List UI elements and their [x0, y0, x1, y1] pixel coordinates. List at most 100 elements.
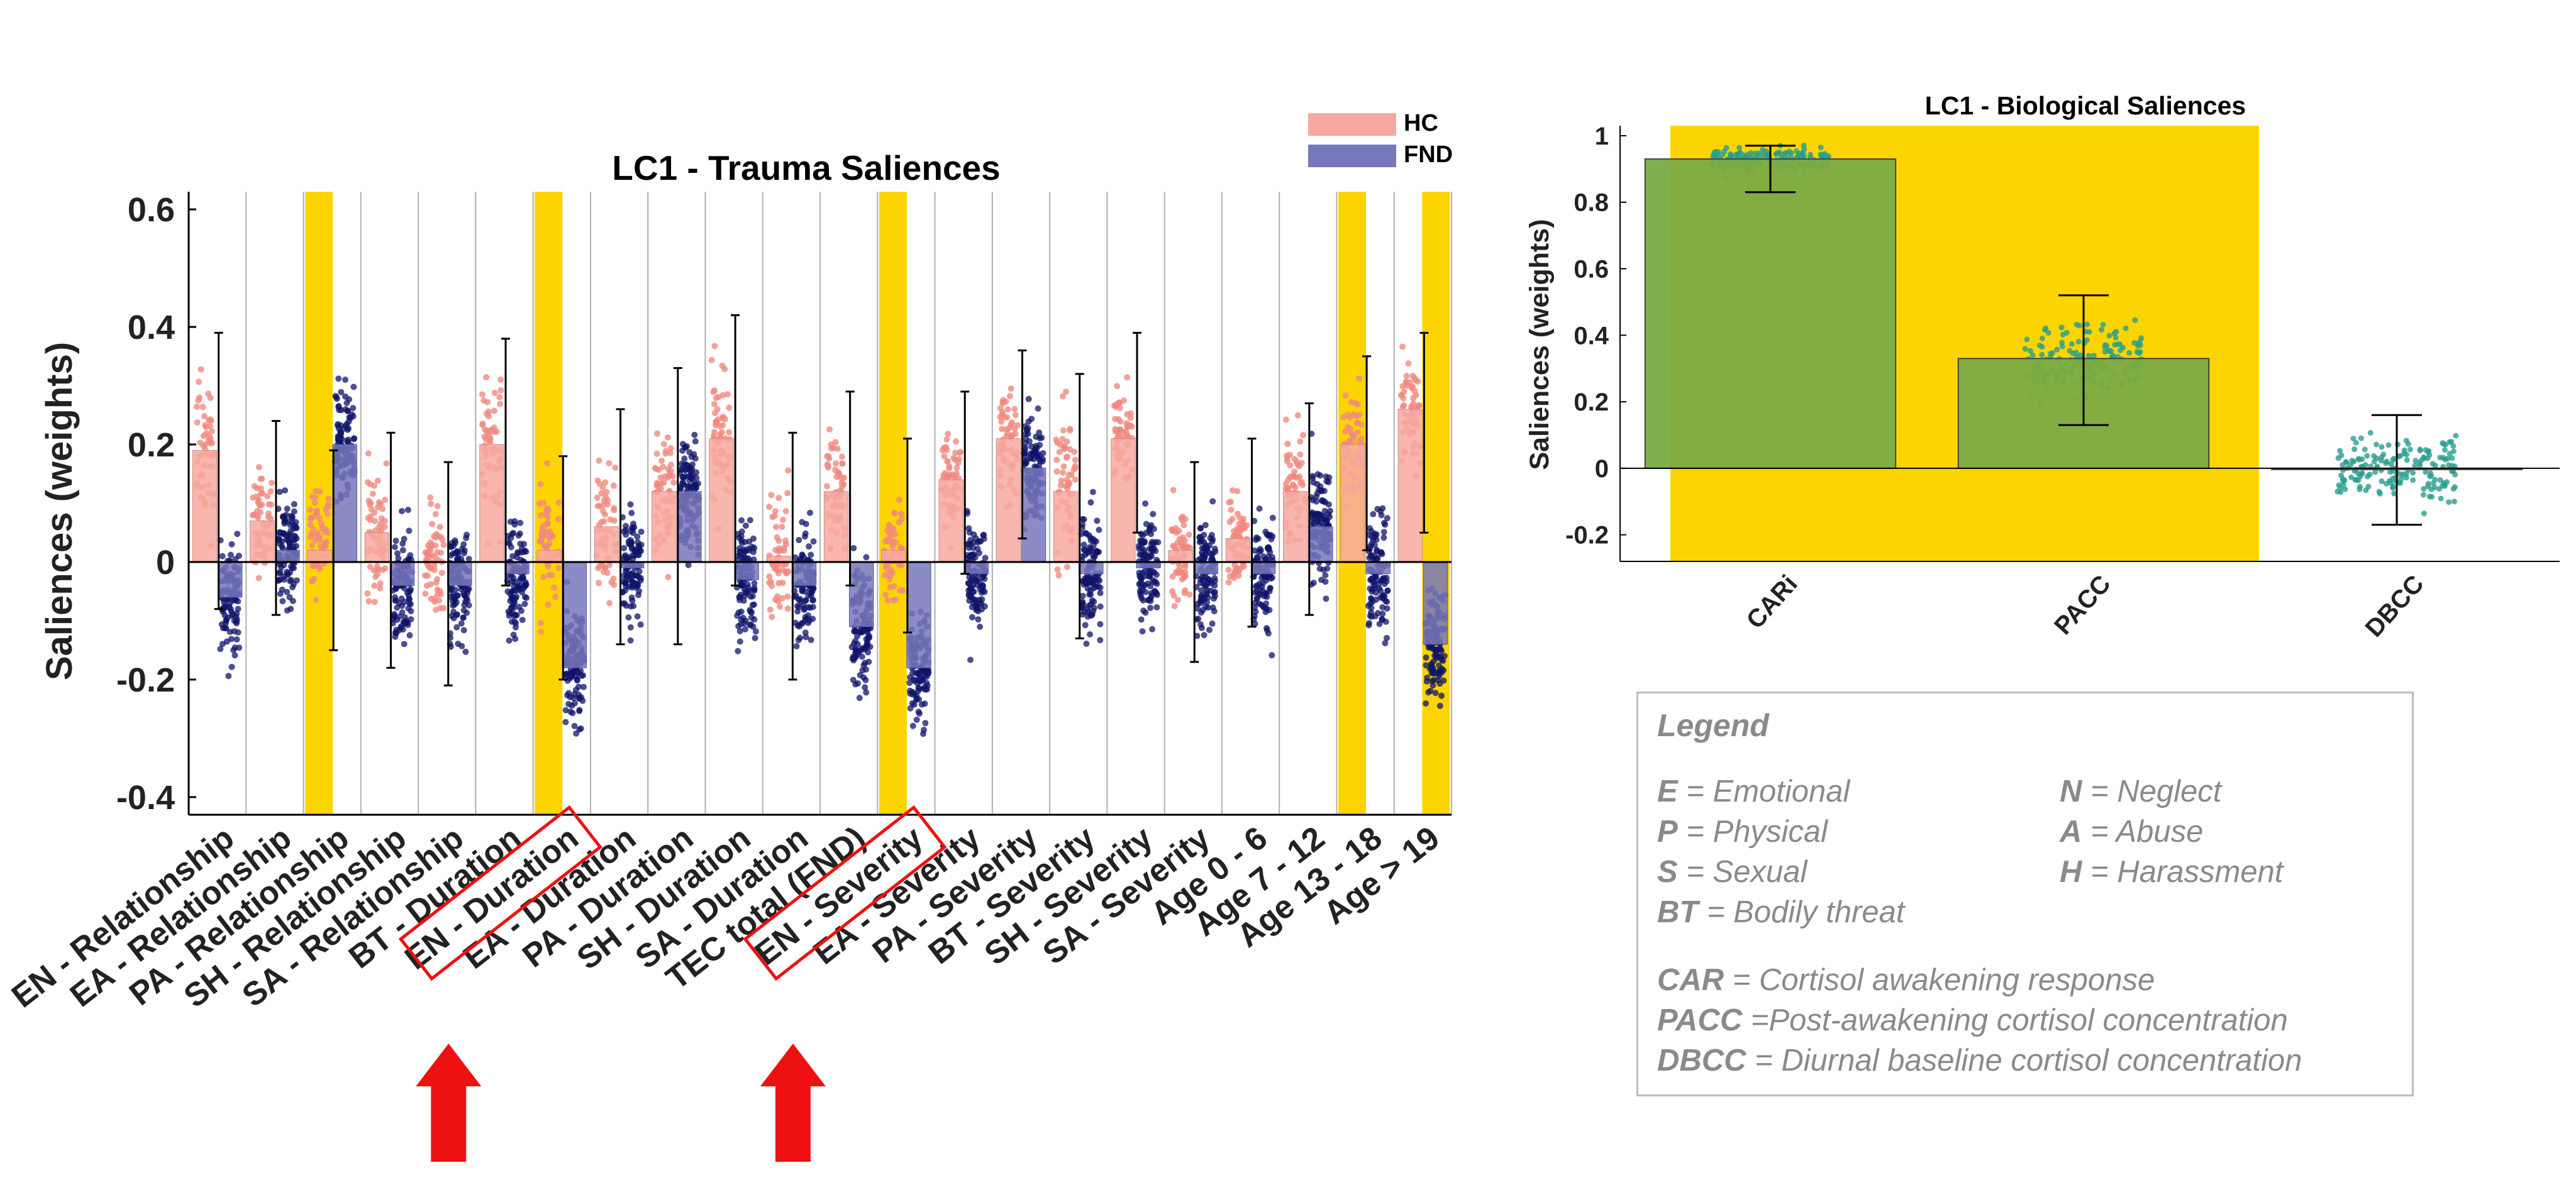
y-axis-label: Saliences (weights) — [1524, 219, 1555, 470]
hc-point — [429, 521, 436, 527]
hc-point — [887, 584, 894, 591]
hc-point — [431, 595, 438, 602]
legend-item-car: CAR = Cortisol awakening response — [1657, 963, 2155, 997]
fnd-point — [916, 677, 923, 684]
hc-point — [555, 499, 562, 506]
hc-bar — [709, 438, 734, 563]
sample-point — [2027, 348, 2033, 354]
highlight-band — [1422, 192, 1450, 815]
hc-point — [487, 439, 494, 446]
hc-point — [1409, 383, 1416, 390]
fnd-point — [1211, 578, 1218, 585]
sample-point — [2059, 343, 2065, 350]
hc-point — [1123, 420, 1130, 427]
fnd-point — [406, 527, 413, 534]
fnd-point — [857, 647, 863, 654]
hc-point — [479, 421, 486, 428]
fnd-point — [1317, 472, 1324, 479]
fnd-point — [1145, 580, 1152, 587]
sample-point — [2390, 457, 2396, 463]
fnd-point — [569, 669, 576, 676]
fnd-point — [1083, 640, 1090, 647]
sample-point — [2349, 458, 2355, 464]
fnd-point — [401, 536, 408, 543]
fnd-point — [577, 725, 584, 732]
hc-point — [953, 470, 960, 477]
hc-point — [1054, 566, 1061, 573]
hc-point — [766, 504, 773, 510]
hc-point — [1063, 388, 1070, 395]
fnd-point — [333, 394, 340, 400]
fnd-point — [219, 553, 226, 560]
hc-point — [193, 403, 200, 410]
fnd-point — [627, 603, 634, 610]
hc-point — [1296, 473, 1303, 480]
hc-point — [379, 505, 386, 512]
fnd-point — [1384, 587, 1391, 594]
sample-point — [2351, 446, 2358, 453]
fnd-point — [981, 603, 988, 610]
fnd-point — [631, 580, 638, 587]
hc-point — [944, 458, 951, 465]
hc-point — [1002, 398, 1009, 405]
fnd-point — [1197, 598, 1204, 605]
fnd-point — [635, 551, 642, 558]
hc-bar — [1168, 549, 1193, 563]
hc-point — [721, 366, 728, 373]
fnd-point — [679, 447, 686, 454]
fnd-point — [736, 593, 743, 600]
sample-point — [2441, 482, 2448, 488]
fnd-point — [286, 533, 292, 540]
fnd-point — [1204, 604, 1211, 611]
fnd-point — [335, 375, 342, 382]
sample-point — [2387, 469, 2394, 475]
fnd-point — [574, 676, 580, 683]
hc-point — [1008, 385, 1014, 392]
sample-point — [1711, 150, 1718, 156]
salience-bar — [1644, 158, 1897, 469]
hc-point — [1186, 591, 1193, 598]
sample-point — [2377, 490, 2383, 497]
fnd-point — [236, 644, 243, 651]
fnd-bar — [1193, 561, 1219, 575]
fnd-point — [792, 554, 799, 561]
fnd-point — [1141, 539, 1148, 546]
hc-point — [719, 415, 726, 422]
fnd-point — [1380, 529, 1387, 536]
hc-point — [957, 448, 964, 455]
fnd-point — [627, 624, 634, 631]
fnd-point — [850, 640, 857, 647]
fnd-point — [465, 556, 472, 563]
hc-point — [665, 573, 672, 580]
y-tick-label: -0.2 — [1565, 522, 1609, 549]
hc-point — [1124, 374, 1131, 381]
hc-point — [491, 428, 498, 435]
sample-point — [1801, 153, 1807, 160]
sample-point — [2083, 328, 2089, 334]
fnd-point — [1198, 624, 1205, 631]
fnd-point — [401, 598, 408, 605]
fnd-point — [796, 537, 802, 544]
hc-point — [485, 408, 492, 415]
sample-point — [2338, 489, 2344, 495]
hc-point — [1056, 448, 1063, 455]
fnd-bar — [275, 549, 300, 563]
hc-point — [898, 562, 905, 569]
fnd-point — [1136, 551, 1143, 558]
fnd-point — [628, 539, 635, 546]
fnd-point — [809, 604, 816, 610]
fnd-point — [512, 620, 519, 627]
fnd-point — [219, 625, 226, 632]
hc-point — [1294, 412, 1301, 419]
y-tick-label: 0.4 — [1574, 322, 1609, 350]
fnd-point — [1309, 510, 1316, 517]
hc-point — [711, 400, 718, 407]
fnd-point — [1027, 454, 1034, 461]
hc-point — [196, 394, 203, 401]
fnd-point — [801, 607, 808, 614]
fnd-point — [865, 658, 872, 665]
hc-point — [365, 598, 372, 605]
sample-point — [2384, 458, 2390, 465]
hc-point — [1413, 404, 1420, 411]
hc-point — [379, 566, 386, 573]
